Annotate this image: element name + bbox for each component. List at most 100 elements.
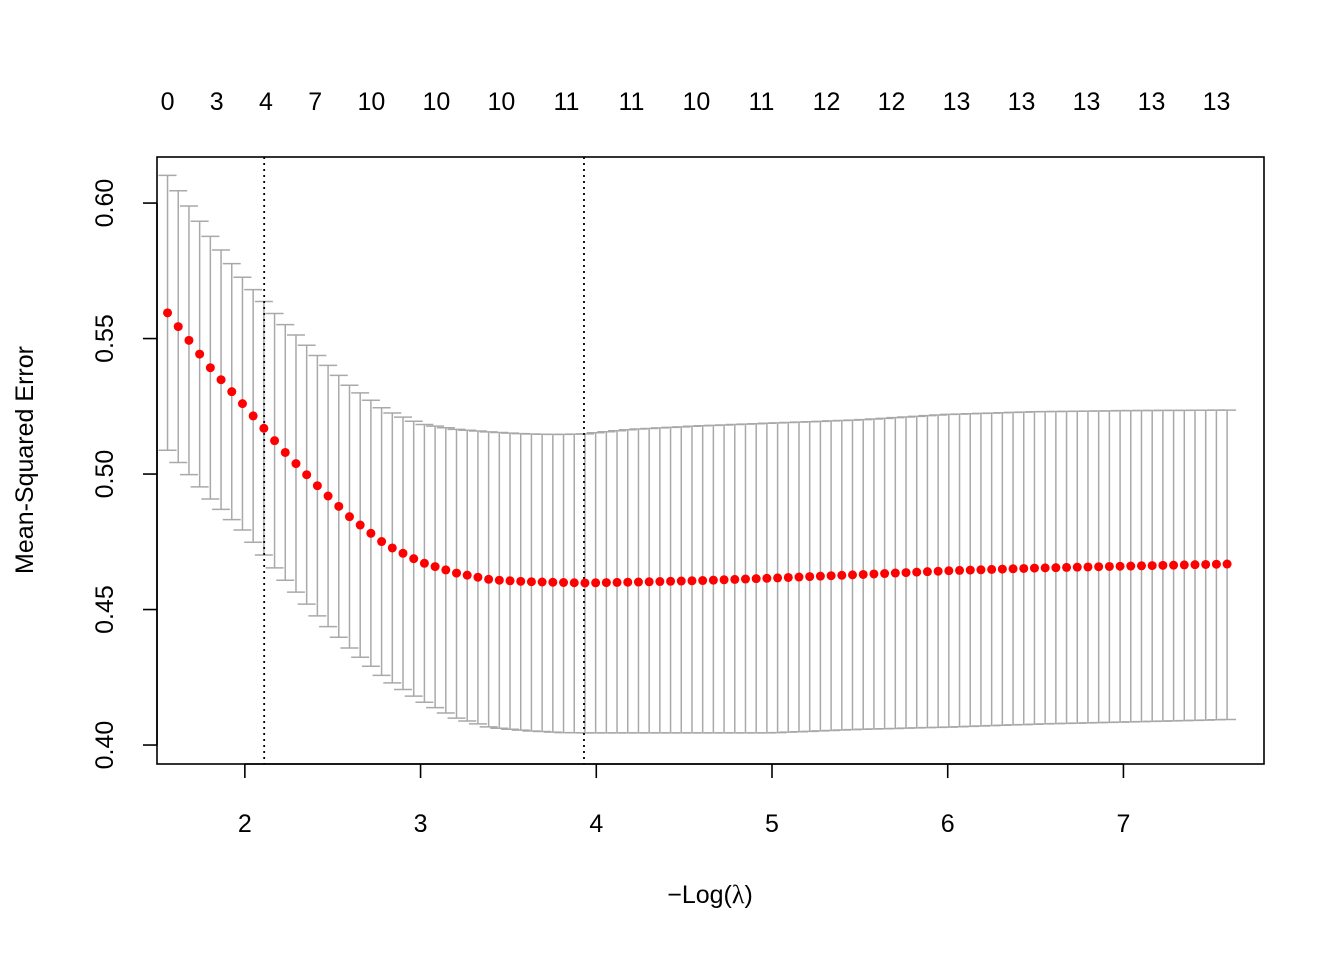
mse-point bbox=[398, 548, 408, 558]
mse-point bbox=[1169, 560, 1179, 570]
x-axis-title-lambda: λ bbox=[732, 880, 745, 909]
top-tick-label: 11 bbox=[748, 88, 774, 116]
top-tick-label: 13 bbox=[1203, 88, 1231, 116]
mse-point bbox=[1136, 561, 1146, 571]
mse-point bbox=[965, 565, 975, 575]
mse-point bbox=[270, 436, 280, 446]
x-axis-title-log: Log( bbox=[682, 881, 733, 909]
mse-point bbox=[1222, 559, 1232, 569]
mse-point bbox=[698, 576, 708, 586]
mse-point bbox=[173, 322, 183, 332]
mse-point bbox=[955, 565, 965, 575]
mse-point bbox=[708, 575, 718, 585]
top-tick-label: 13 bbox=[943, 88, 971, 116]
lambda-vlines-layer bbox=[263, 157, 585, 764]
top-tick-label: 7 bbox=[308, 88, 322, 116]
mse-point bbox=[762, 573, 772, 583]
top-tick-label: 11 bbox=[553, 88, 579, 116]
x-axis-title-minus: − bbox=[667, 881, 682, 909]
mse-point bbox=[633, 577, 643, 587]
mse-point bbox=[441, 565, 451, 575]
mse-point bbox=[944, 566, 954, 576]
mse-point bbox=[569, 578, 579, 588]
y-tick-label: 0.50 bbox=[91, 450, 119, 499]
mse-point bbox=[623, 577, 633, 587]
mse-point bbox=[452, 568, 462, 578]
mse-point bbox=[312, 481, 322, 491]
mse-point bbox=[216, 375, 226, 385]
mse-point bbox=[719, 575, 729, 585]
x-tick-label: 6 bbox=[941, 810, 955, 838]
mse-point bbox=[559, 577, 569, 587]
mse-point bbox=[783, 572, 793, 582]
mse-point bbox=[259, 423, 269, 433]
mse-point bbox=[419, 558, 429, 568]
top-tick-label: 10 bbox=[683, 88, 711, 116]
mse-point bbox=[1029, 563, 1039, 573]
mse-point bbox=[366, 528, 376, 538]
y-axis-title: Mean-Squared Error bbox=[11, 346, 39, 574]
mse-point bbox=[184, 335, 194, 345]
mse-point bbox=[751, 574, 761, 584]
mean-points-layer bbox=[163, 308, 1232, 588]
mse-point bbox=[601, 578, 611, 588]
mse-point bbox=[537, 577, 547, 587]
mse-point bbox=[1019, 563, 1029, 573]
mse-point bbox=[1147, 561, 1157, 571]
top-tick-label: 12 bbox=[813, 88, 841, 116]
y-tick-label: 0.45 bbox=[91, 585, 119, 634]
mse-point bbox=[773, 573, 783, 583]
mse-point bbox=[548, 577, 558, 587]
mse-point bbox=[484, 574, 494, 584]
mse-point bbox=[505, 576, 515, 586]
mse-point bbox=[1104, 561, 1114, 571]
mse-point bbox=[655, 577, 665, 587]
mse-point bbox=[462, 570, 472, 580]
mse-point bbox=[997, 564, 1007, 574]
mse-point bbox=[473, 572, 483, 582]
mse-point bbox=[205, 363, 215, 373]
mse-point bbox=[430, 562, 440, 572]
top-tick-label: 3 bbox=[210, 88, 224, 116]
top-tick-label: 13 bbox=[1138, 88, 1166, 116]
top-tick-label: 12 bbox=[878, 88, 906, 116]
mse-point bbox=[227, 387, 237, 397]
mse-point bbox=[1072, 562, 1082, 572]
mse-point bbox=[740, 574, 750, 584]
mse-point bbox=[280, 447, 290, 457]
top-tick-label: 13 bbox=[1008, 88, 1036, 116]
x-tick-label: 7 bbox=[1116, 810, 1130, 838]
mse-point bbox=[1062, 562, 1072, 572]
x-tick-label: 4 bbox=[589, 810, 603, 838]
mse-point bbox=[687, 576, 697, 586]
mse-point bbox=[1094, 562, 1104, 572]
mse-point bbox=[666, 576, 676, 586]
y-tick-label: 0.40 bbox=[91, 721, 119, 770]
mse-point bbox=[848, 570, 858, 580]
mse-point bbox=[237, 399, 247, 409]
mse-point bbox=[1083, 562, 1093, 572]
mse-point bbox=[1115, 561, 1125, 571]
y-tick-label: 0.60 bbox=[91, 179, 119, 228]
mse-point bbox=[976, 565, 986, 575]
mse-point bbox=[912, 567, 922, 577]
mse-point bbox=[901, 568, 911, 578]
mse-point bbox=[890, 568, 900, 578]
top-tick-label: 10 bbox=[487, 88, 515, 116]
mse-point bbox=[1211, 559, 1221, 569]
mse-point bbox=[933, 566, 943, 576]
mse-point bbox=[644, 577, 654, 587]
mse-point bbox=[1190, 560, 1200, 570]
x-tick-label: 3 bbox=[414, 810, 428, 838]
mse-point bbox=[987, 564, 997, 574]
mse-point bbox=[1158, 560, 1168, 570]
mse-point bbox=[248, 411, 258, 421]
x-axis-bottom: 2 3 4 5 6 7 bbox=[238, 763, 1130, 838]
mse-point bbox=[1201, 559, 1211, 569]
mse-point bbox=[858, 569, 868, 579]
mse-point bbox=[794, 572, 804, 582]
top-tick-label: 13 bbox=[1073, 88, 1101, 116]
mse-point bbox=[409, 554, 419, 564]
mse-point bbox=[195, 349, 205, 359]
